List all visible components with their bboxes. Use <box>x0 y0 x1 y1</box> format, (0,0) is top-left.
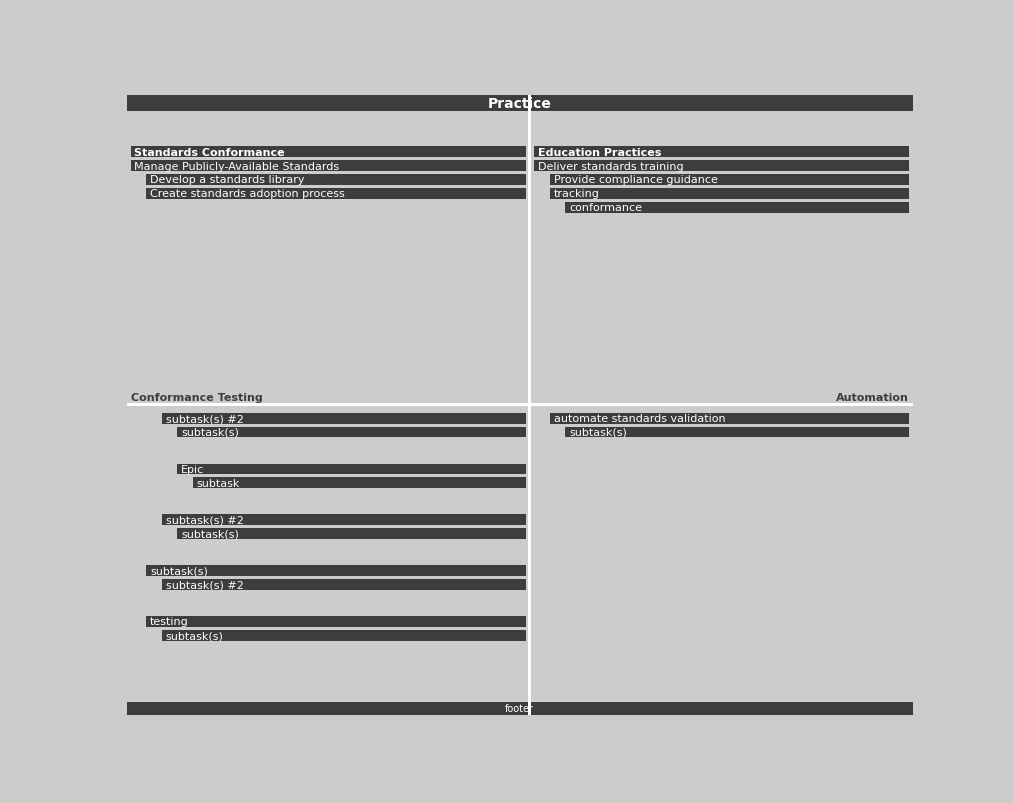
Bar <box>534 147 909 158</box>
Bar <box>127 96 913 112</box>
Text: subtask(s): subtask(s) <box>150 566 208 576</box>
Bar <box>161 579 526 590</box>
Bar <box>177 427 526 438</box>
Bar <box>550 175 909 185</box>
Text: footer: footer <box>505 703 534 714</box>
Bar <box>131 147 526 158</box>
Bar <box>146 565 526 577</box>
Text: Automation: Automation <box>836 393 909 402</box>
Bar <box>566 427 909 438</box>
Bar <box>161 630 526 641</box>
Bar <box>131 161 526 172</box>
Bar <box>193 478 526 488</box>
Text: testing: testing <box>150 617 189 626</box>
Bar <box>566 202 909 214</box>
Bar <box>127 404 913 406</box>
Bar <box>534 161 909 172</box>
Text: Conformance Testing: Conformance Testing <box>131 393 263 402</box>
Text: subtask(s) #2: subtask(s) #2 <box>165 515 243 525</box>
Text: Create standards adoption process: Create standards adoption process <box>150 189 345 199</box>
Text: Practice: Practice <box>488 97 552 111</box>
Bar <box>146 175 526 185</box>
Bar <box>127 703 913 715</box>
Bar <box>550 414 909 424</box>
Text: subtask(s): subtask(s) <box>182 529 239 539</box>
Bar <box>146 616 526 627</box>
Text: Provide compliance guidance: Provide compliance guidance <box>554 175 718 185</box>
Text: Deliver standards training: Deliver standards training <box>538 161 683 171</box>
Bar <box>161 414 526 424</box>
Text: subtask(s): subtask(s) <box>182 427 239 438</box>
Text: Develop a standards library: Develop a standards library <box>150 175 304 185</box>
Bar <box>161 515 526 525</box>
Bar <box>177 464 526 475</box>
Bar <box>550 189 909 199</box>
Text: subtask(s): subtask(s) <box>165 630 223 641</box>
Bar <box>146 189 526 199</box>
Text: Epic: Epic <box>182 464 204 475</box>
Bar <box>177 528 526 540</box>
Text: automate standards validation: automate standards validation <box>554 414 725 424</box>
Bar <box>528 96 530 715</box>
Text: subtask(s) #2: subtask(s) #2 <box>165 414 243 424</box>
Text: subtask(s): subtask(s) <box>569 427 627 438</box>
Text: subtask(s) #2: subtask(s) #2 <box>165 580 243 589</box>
Text: subtask: subtask <box>197 479 240 488</box>
Text: tracking: tracking <box>554 189 599 199</box>
Text: Manage Publicly-Available Standards: Manage Publicly-Available Standards <box>135 161 340 171</box>
Text: Standards Conformance: Standards Conformance <box>135 148 285 157</box>
Text: Education Practices: Education Practices <box>538 148 662 157</box>
Text: conformance: conformance <box>569 203 642 213</box>
